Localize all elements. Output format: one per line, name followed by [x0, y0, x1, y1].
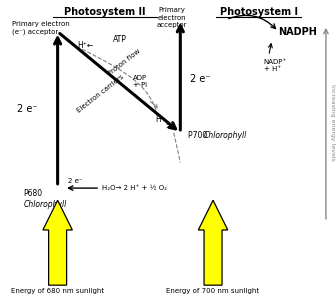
Text: Photosystem II: Photosystem II — [64, 7, 146, 18]
Text: Chlorophyll: Chlorophyll — [23, 200, 67, 209]
Text: 2 e⁻: 2 e⁻ — [68, 178, 83, 184]
Polygon shape — [43, 200, 72, 285]
Text: Photosystem I: Photosystem I — [220, 7, 298, 18]
Text: Proton flow: Proton flow — [108, 48, 142, 77]
Text: Energy of 700 nm sunlight: Energy of 700 nm sunlight — [166, 288, 260, 294]
Text: P700: P700 — [188, 131, 210, 140]
Text: NADP⁺
+ H⁺: NADP⁺ + H⁺ — [264, 59, 287, 72]
Text: ATP: ATP — [113, 35, 127, 44]
Text: 2 e⁻: 2 e⁻ — [190, 74, 211, 84]
Text: NADPH: NADPH — [279, 27, 318, 37]
Text: Electron carriers: Electron carriers — [76, 74, 125, 114]
Text: Increasing energy levels: Increasing energy levels — [330, 84, 335, 160]
Text: Primary electron
(e⁻) acceptor: Primary electron (e⁻) acceptor — [12, 21, 70, 35]
Text: Energy of 680 nm sunlight: Energy of 680 nm sunlight — [11, 288, 104, 294]
Text: ADP
+ Pi: ADP + Pi — [133, 75, 147, 88]
Text: P680: P680 — [23, 189, 42, 198]
Text: 5: 5 — [165, 123, 169, 129]
Polygon shape — [198, 200, 228, 285]
Text: H⁺: H⁺ — [156, 115, 166, 124]
Text: Primary
electron
acceptor: Primary electron acceptor — [157, 7, 187, 28]
Text: H⁺←: H⁺← — [77, 41, 93, 50]
Text: H₂O→ 2 H⁺ + ½ O₂: H₂O→ 2 H⁺ + ½ O₂ — [102, 185, 167, 191]
Text: Chlorophyll: Chlorophyll — [203, 131, 247, 140]
Text: 2 e⁻: 2 e⁻ — [17, 103, 37, 114]
